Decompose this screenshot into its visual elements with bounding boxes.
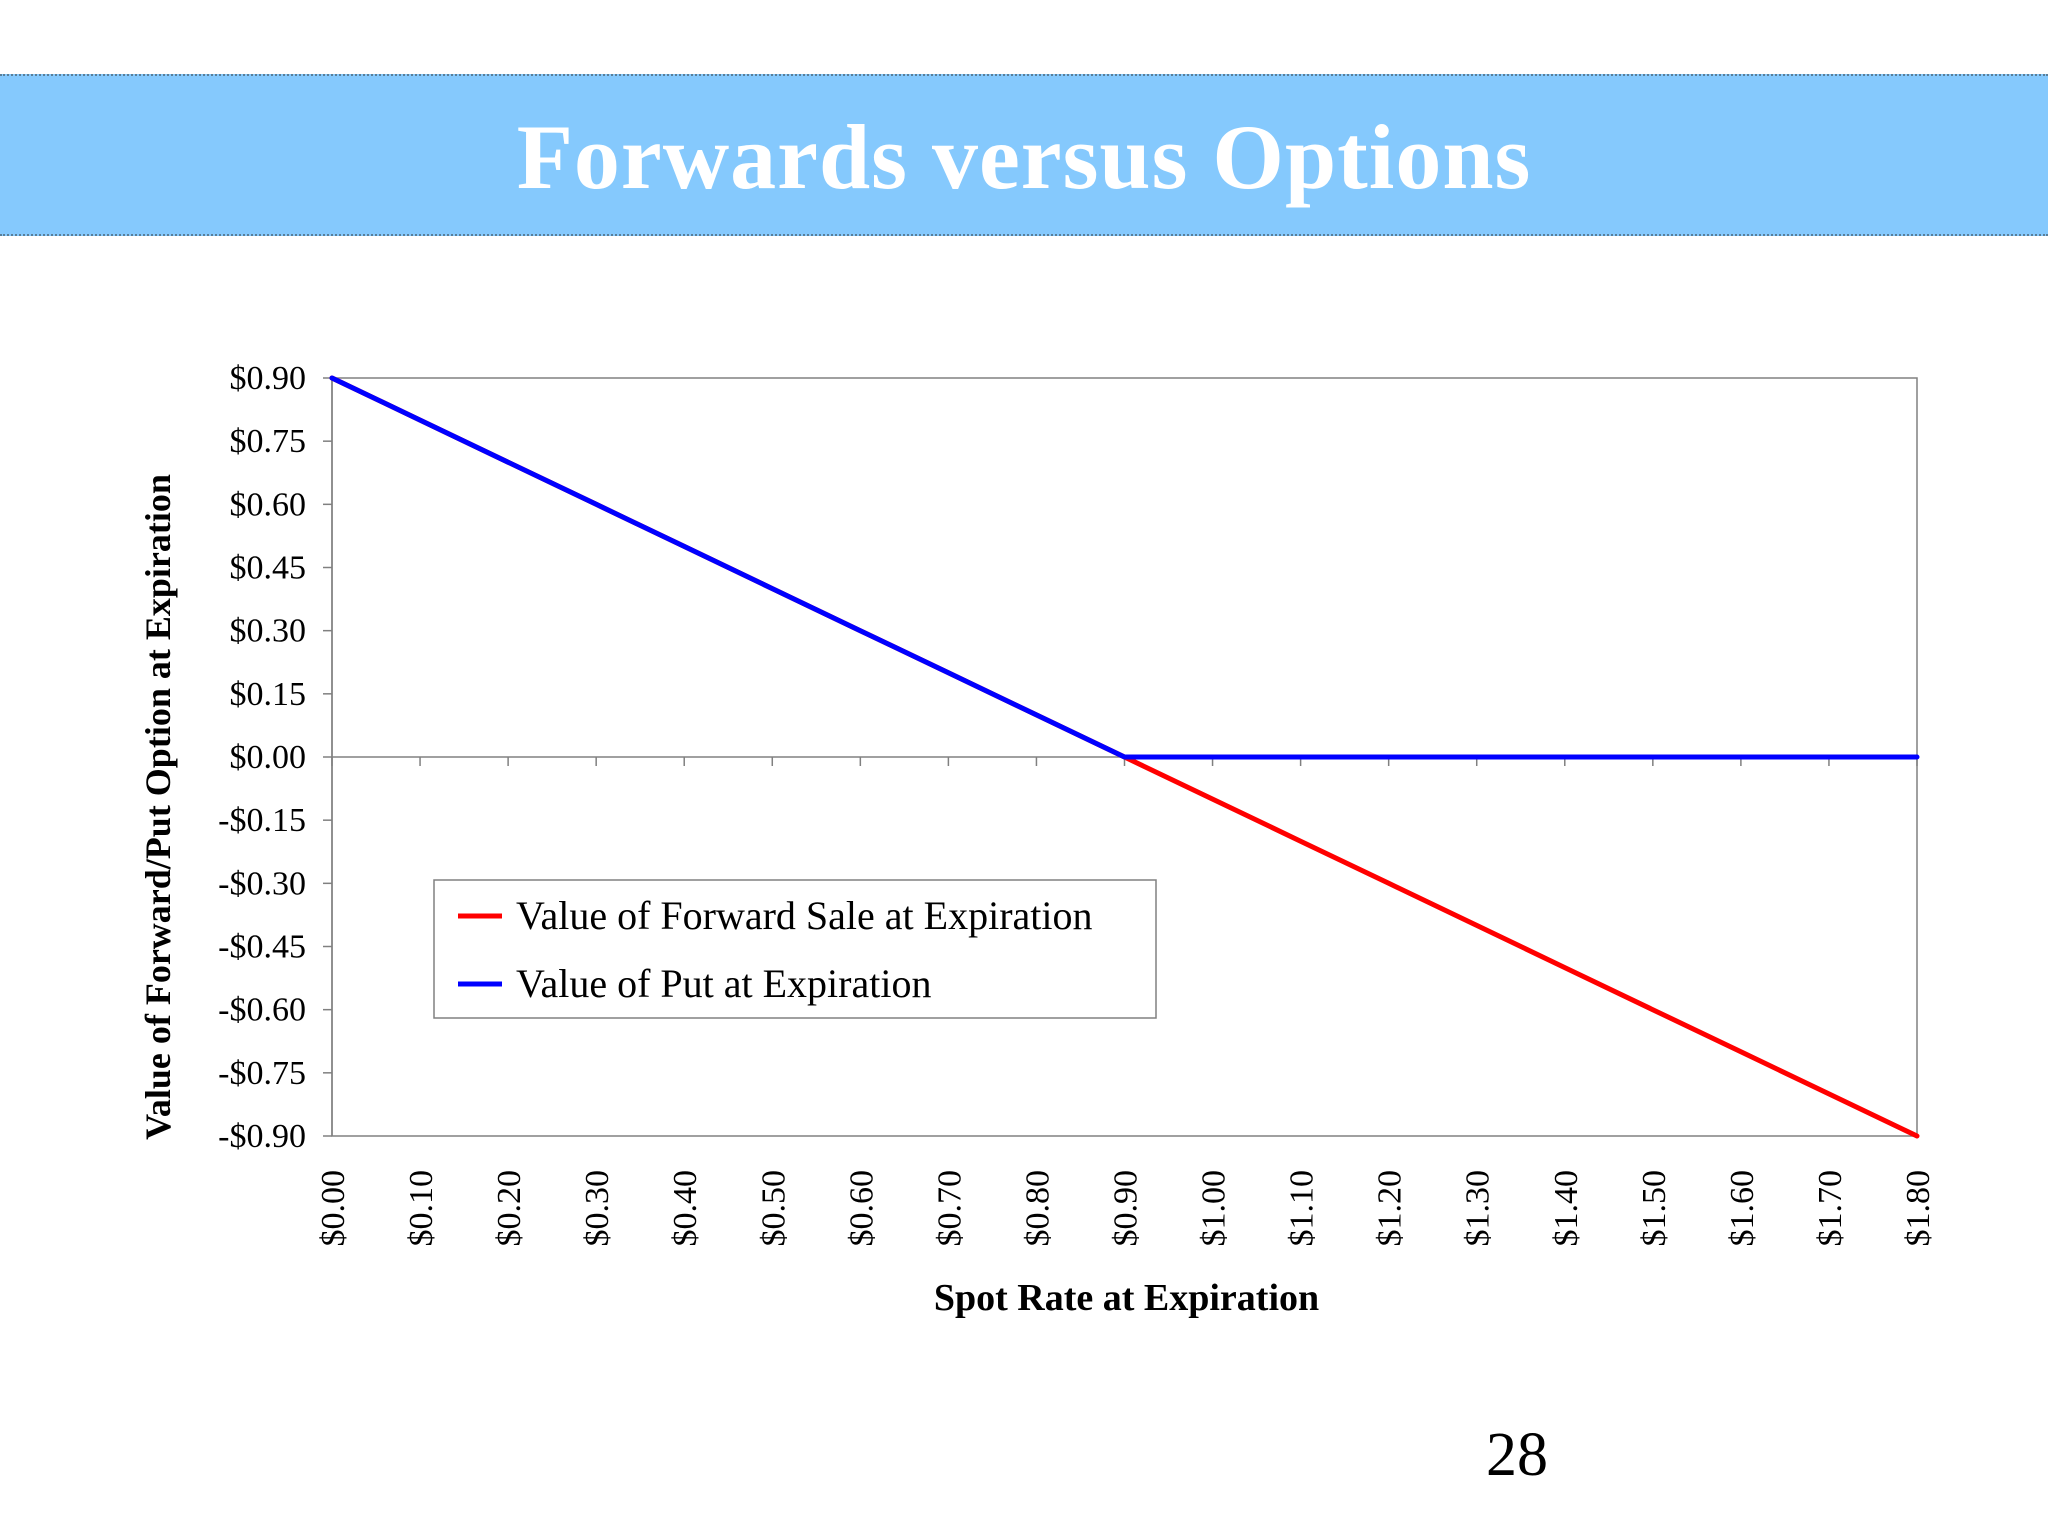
page-number: 28 — [1486, 1421, 1548, 1489]
x-tick-label: $0.70 — [931, 1170, 968, 1247]
x-tick-label: $0.60 — [843, 1170, 880, 1247]
x-tick-label: $0.10 — [403, 1170, 440, 1247]
legend-label: Value of Put at Expiration — [516, 961, 931, 1006]
x-tick-label: $0.80 — [1019, 1170, 1056, 1247]
x-tick-label: $1.70 — [1812, 1170, 1849, 1247]
x-tick-label: $0.40 — [667, 1170, 704, 1247]
legend-label: Value of Forward Sale at Expiration — [516, 893, 1093, 938]
y-tick-label: $0.45 — [230, 550, 307, 587]
title-banner: Forwards versus Options — [0, 74, 2048, 236]
series-line-put — [329, 375, 1920, 760]
y-tick-label: $0.90 — [230, 360, 307, 397]
x-tick-label: $0.90 — [1108, 1170, 1145, 1247]
x-tick-label: $1.40 — [1548, 1170, 1585, 1247]
y-tick-label: $0.60 — [230, 486, 307, 523]
x-tick-label: $1.00 — [1196, 1170, 1233, 1247]
y-tick-label: -$0.30 — [218, 865, 306, 902]
x-tick-label: $1.20 — [1372, 1170, 1409, 1247]
x-tick-label: $1.60 — [1724, 1170, 1761, 1247]
x-axis-title: Spot Rate at Expiration — [934, 1277, 1319, 1319]
y-tick-label: -$0.90 — [218, 1118, 306, 1155]
y-tick-label: $0.30 — [230, 613, 307, 650]
legend-box — [433, 879, 1157, 1019]
x-tick-label: $0.00 — [315, 1170, 352, 1247]
x-tick-label: $1.50 — [1636, 1170, 1673, 1247]
x-tick-label: $1.30 — [1460, 1170, 1497, 1247]
y-tick-label: $0.00 — [230, 739, 307, 776]
x-tick-label: $0.50 — [755, 1170, 792, 1247]
x-tick-label: $0.30 — [579, 1170, 616, 1247]
y-axis-title: Value of Forward/Put Option at Expiratio… — [138, 474, 178, 1140]
x-tick-label: $0.20 — [491, 1170, 528, 1247]
y-tick-label: $0.15 — [230, 676, 307, 713]
slide-title: Forwards versus Options — [516, 106, 1532, 208]
y-tick-label: $0.75 — [230, 423, 307, 460]
y-tick-label: -$0.75 — [218, 1055, 306, 1092]
x-tick-label: $1.80 — [1900, 1170, 1937, 1247]
y-tick-label: -$0.15 — [218, 802, 306, 839]
x-tick-label: $1.10 — [1284, 1170, 1321, 1247]
y-tick-label: -$0.45 — [218, 929, 306, 966]
y-tick-label: -$0.60 — [218, 992, 306, 1029]
